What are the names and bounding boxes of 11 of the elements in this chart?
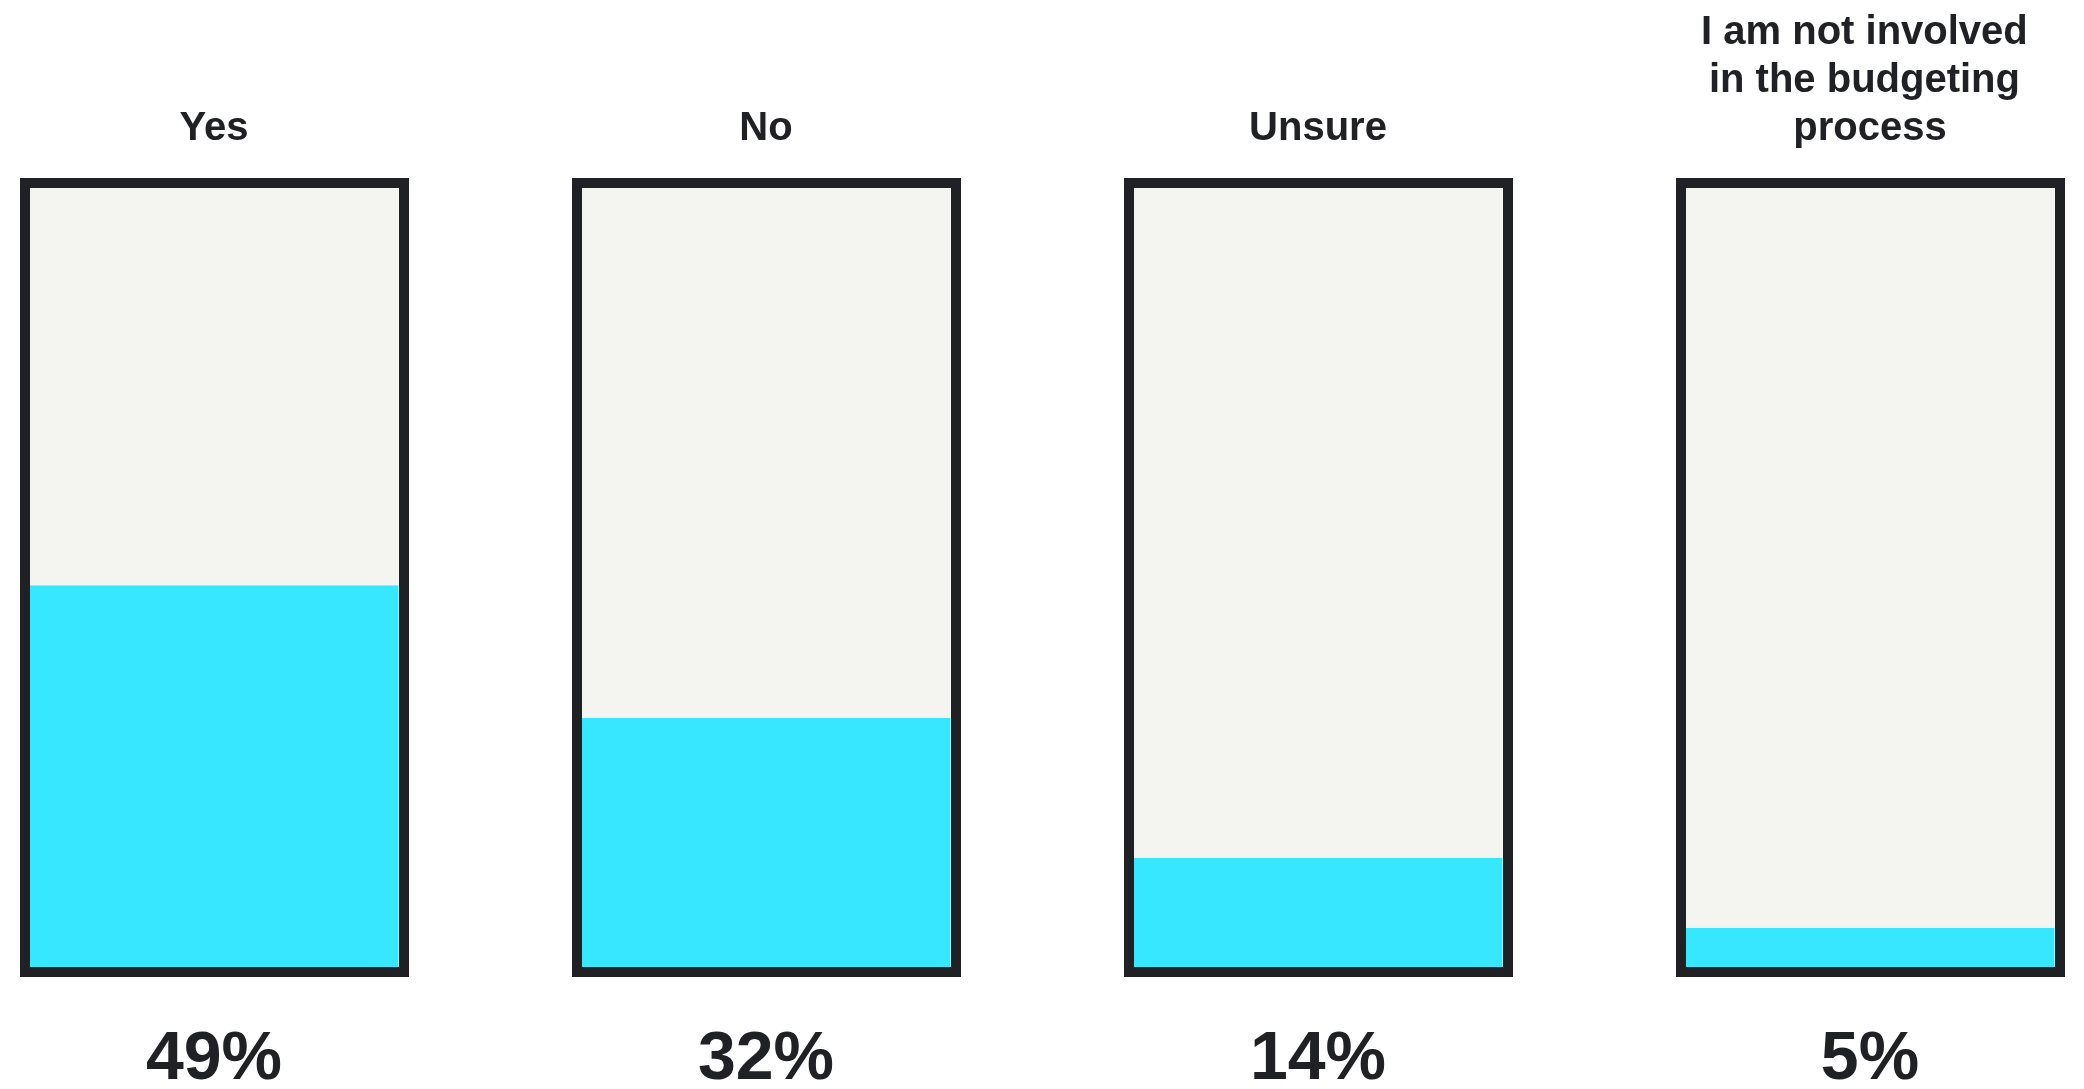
data-label: 14% [1249, 1017, 1387, 1089]
bar [1685, 928, 2055, 967]
x-tick-label: Unsure [1249, 104, 1387, 148]
x-tick-label: I am not involved in the budgeting process [1701, 8, 2039, 148]
data-label: 5% [1820, 1017, 1920, 1089]
x-tick-label: Yes [179, 104, 249, 148]
x-tick-label: No [739, 104, 793, 148]
bar [1133, 857, 1503, 967]
data-label: 32% [697, 1017, 835, 1089]
data-label: 49% [145, 1017, 283, 1089]
bar [581, 717, 951, 967]
